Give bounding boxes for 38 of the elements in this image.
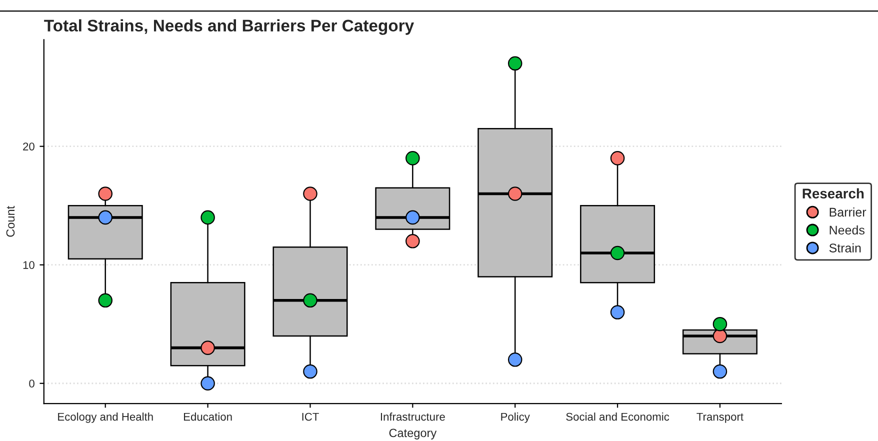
point [98, 210, 113, 225]
point [610, 246, 625, 260]
point [303, 364, 318, 379]
y-tick-label: 0 [29, 380, 34, 388]
point [200, 340, 215, 355]
point [200, 210, 215, 225]
point [200, 376, 215, 391]
x-tick-label: Transport [696, 412, 744, 423]
point [406, 151, 420, 166]
point [508, 56, 522, 71]
x-tick-label: Education [184, 412, 232, 421]
point [303, 293, 318, 308]
x-tick-label: Social and Economic [566, 412, 670, 421]
legend-title: Research [802, 188, 864, 198]
point [712, 316, 728, 332]
point [508, 186, 522, 201]
chart-title: Total Strains, Needs and Barriers Per Category [44, 19, 414, 35]
point [303, 186, 318, 201]
point [712, 328, 728, 344]
point [610, 151, 625, 166]
point [406, 234, 420, 248]
point [610, 305, 625, 320]
point [406, 210, 420, 225]
legend-label: Strain [829, 243, 861, 252]
x-axis-title: Category [389, 428, 437, 440]
y-axis-title: Count [6, 206, 15, 237]
legend-label: Needs [830, 225, 864, 235]
x-tick-label: ICT [302, 412, 319, 421]
point [98, 293, 113, 308]
legend-label: Barrier [830, 207, 866, 217]
y-tick-label: 20 [23, 142, 34, 150]
x-tick-label: Infrastructure [380, 412, 445, 421]
point [98, 186, 113, 201]
point [712, 364, 728, 379]
point [508, 352, 522, 367]
x-tick-label: Policy [501, 412, 530, 423]
y-tick-label: 10 [23, 261, 34, 269]
x-tick-label: Ecology and Health [58, 412, 153, 423]
